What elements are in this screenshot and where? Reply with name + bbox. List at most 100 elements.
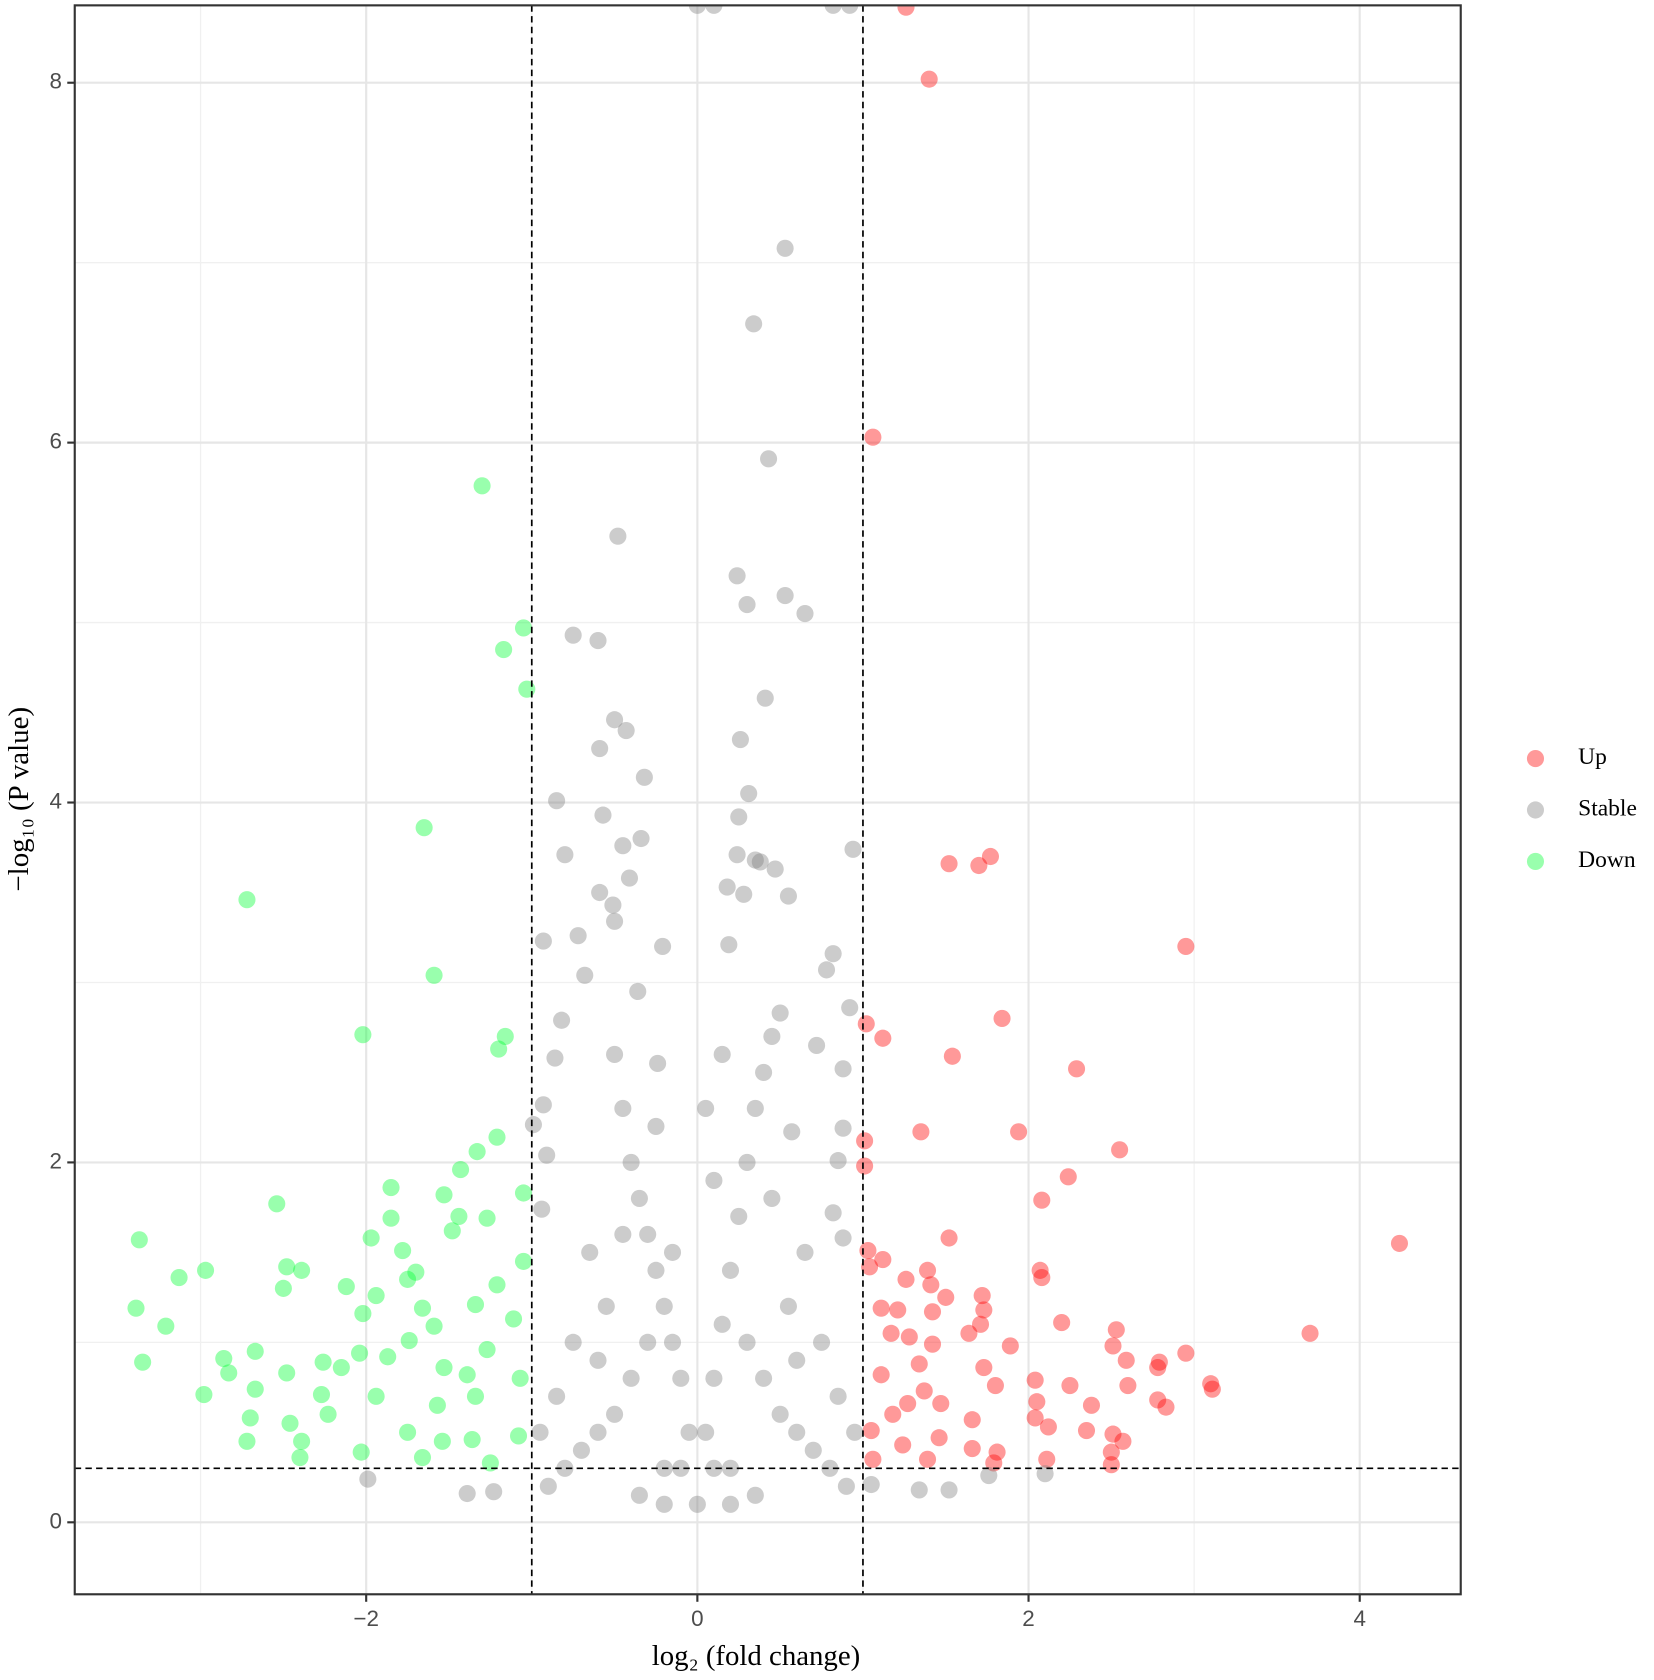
point	[721, 1261, 740, 1279]
point	[354, 1026, 372, 1044]
point	[572, 1441, 590, 1459]
point	[337, 1278, 355, 1296]
point	[614, 837, 632, 855]
point	[783, 1123, 801, 1141]
legend-marker	[1526, 750, 1545, 768]
point	[894, 1436, 912, 1454]
point	[943, 1047, 961, 1065]
point	[930, 1429, 948, 1447]
point	[352, 1443, 370, 1461]
overlay: −2 0 2 4 0 2 4 6 8 Up Stable Down	[49, 4, 1637, 1631]
point	[932, 1394, 950, 1413]
point	[746, 1099, 764, 1118]
point	[127, 1299, 145, 1317]
point	[912, 1123, 930, 1141]
point	[649, 1054, 667, 1073]
point	[837, 1477, 855, 1495]
point	[478, 1209, 496, 1227]
point	[834, 1229, 852, 1247]
point	[197, 1261, 215, 1279]
point	[450, 1207, 468, 1225]
point	[705, 5, 723, 14]
point	[960, 1324, 978, 1342]
point	[443, 1222, 461, 1240]
point	[672, 1459, 690, 1477]
point	[973, 1287, 991, 1305]
point	[1039, 1418, 1057, 1436]
point	[763, 1189, 781, 1207]
point	[589, 1351, 607, 1369]
point	[796, 605, 814, 623]
point	[771, 1405, 789, 1423]
point	[986, 1376, 1004, 1395]
point	[963, 1439, 981, 1458]
point	[362, 1229, 380, 1247]
point	[576, 966, 594, 984]
point	[594, 806, 612, 824]
point	[804, 1441, 822, 1459]
point	[1157, 1398, 1175, 1416]
point	[614, 1099, 632, 1118]
point	[923, 1303, 942, 1321]
point	[874, 1251, 892, 1269]
point	[844, 840, 862, 858]
point	[413, 1448, 432, 1467]
y-tick-label: 2	[49, 1148, 61, 1173]
point	[1202, 1375, 1220, 1393]
point	[157, 1317, 175, 1335]
point	[718, 878, 736, 896]
point	[647, 1117, 665, 1135]
point	[458, 1484, 476, 1503]
point	[899, 1394, 917, 1413]
point	[920, 70, 938, 88]
point	[458, 1366, 476, 1384]
point	[713, 1315, 731, 1333]
point	[435, 1358, 453, 1377]
point	[846, 1423, 864, 1441]
point	[278, 1364, 296, 1382]
point	[834, 1060, 852, 1078]
point	[495, 640, 513, 659]
point	[1301, 1324, 1319, 1342]
point	[874, 1029, 892, 1047]
point	[1026, 1409, 1044, 1427]
x-tick-label: 0	[691, 1606, 703, 1631]
point	[564, 626, 582, 644]
point	[688, 5, 706, 14]
point	[705, 1459, 723, 1477]
point	[195, 1385, 213, 1404]
point	[897, 5, 915, 16]
point	[485, 1483, 503, 1501]
point	[1107, 1321, 1125, 1339]
point	[556, 846, 574, 864]
point	[238, 891, 256, 909]
point	[864, 428, 882, 446]
y-tick-label: 0	[49, 1508, 61, 1533]
point	[985, 1454, 1003, 1472]
point	[556, 1459, 574, 1477]
point	[663, 1333, 682, 1351]
point	[246, 1342, 264, 1360]
point	[1033, 1191, 1051, 1209]
point	[597, 1297, 615, 1315]
point	[817, 961, 836, 979]
point	[897, 1270, 915, 1288]
point	[738, 1333, 756, 1351]
point	[622, 1153, 640, 1171]
point	[534, 932, 552, 950]
point	[130, 1231, 148, 1249]
point	[466, 1387, 485, 1405]
point	[314, 1353, 332, 1371]
point	[824, 945, 842, 963]
point	[473, 477, 491, 495]
point	[738, 1153, 756, 1171]
point	[581, 1243, 599, 1261]
point	[1102, 1456, 1120, 1474]
point	[466, 1296, 485, 1314]
point	[1031, 1261, 1049, 1279]
point	[746, 1486, 764, 1504]
point	[354, 1304, 372, 1323]
point	[872, 1299, 890, 1317]
